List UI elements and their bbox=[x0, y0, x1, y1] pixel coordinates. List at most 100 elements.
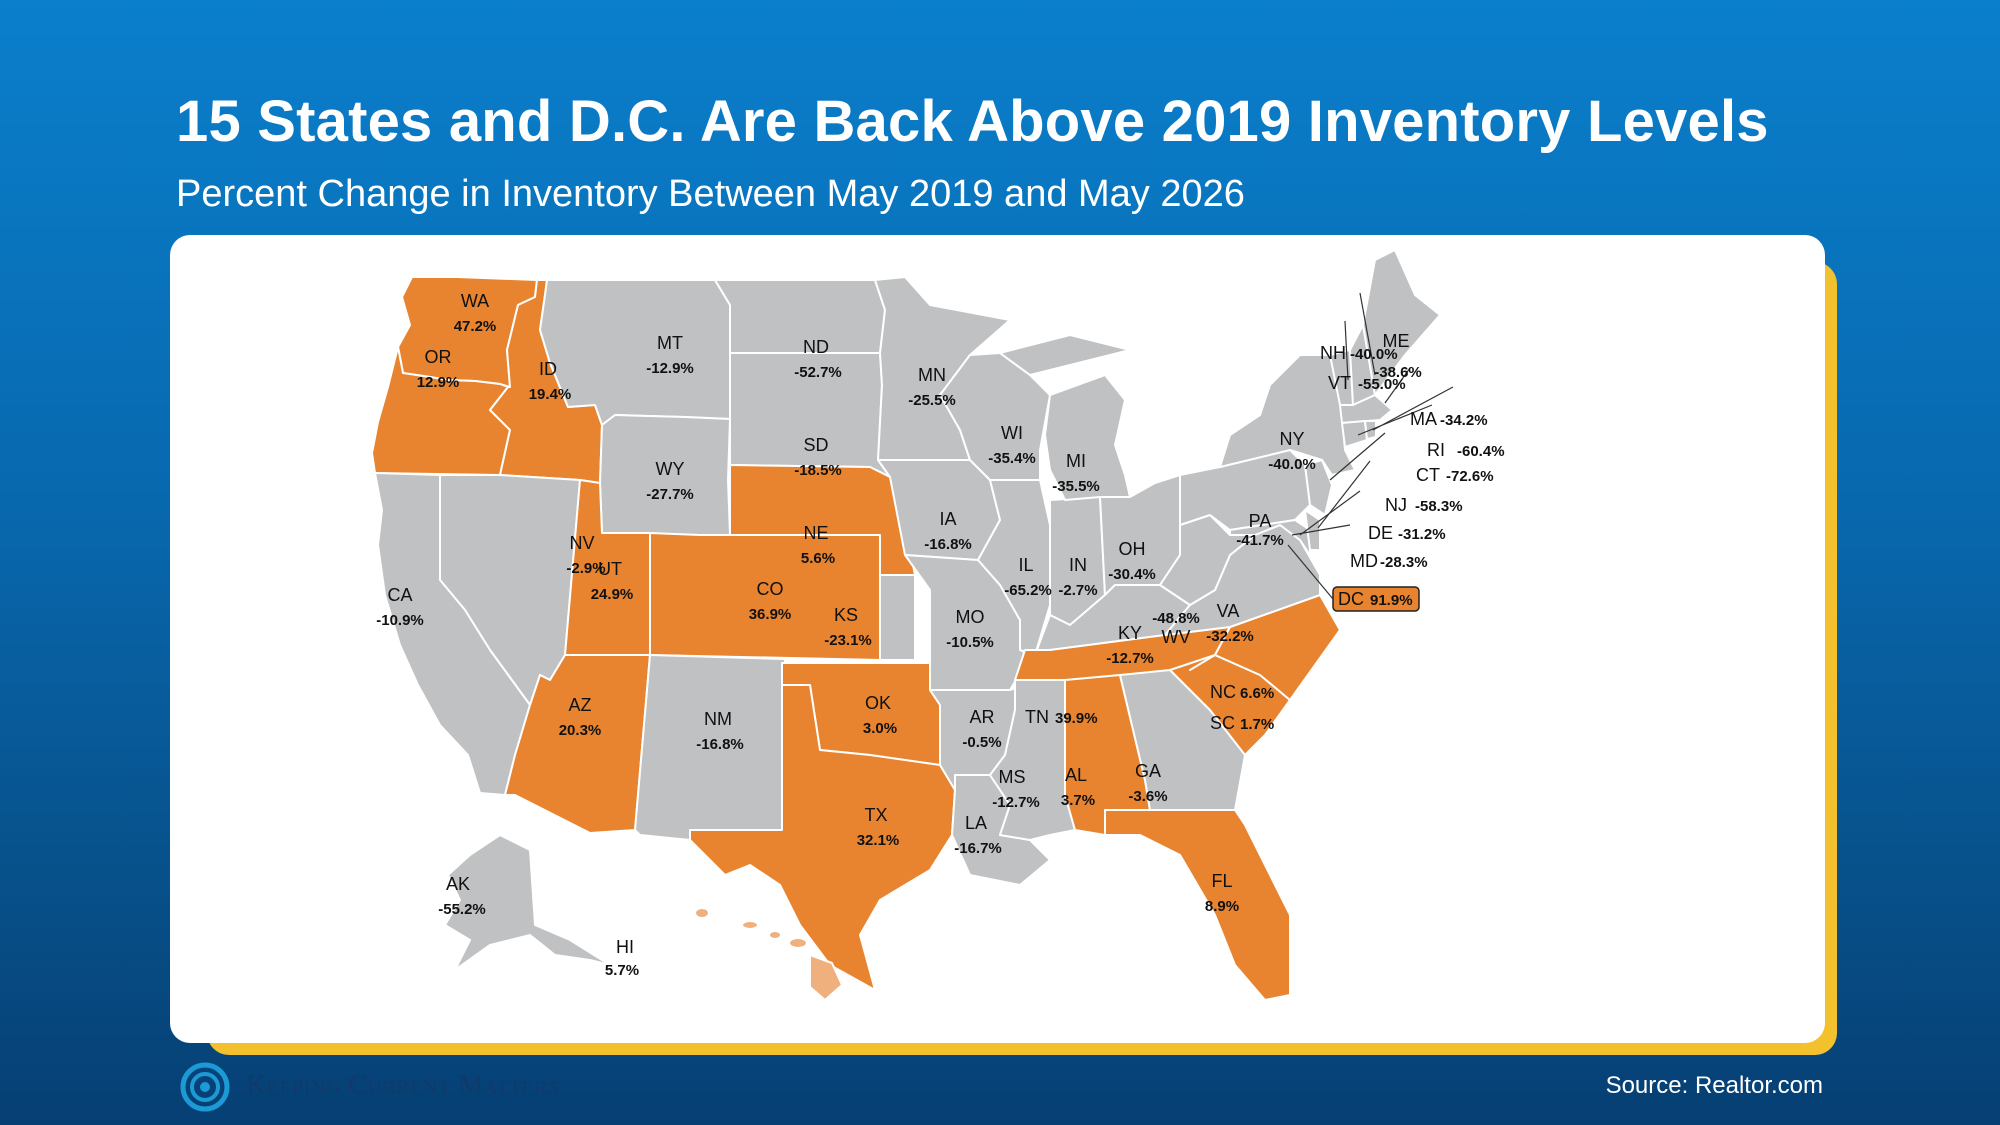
state-label-va: VA bbox=[1217, 601, 1240, 621]
state-value-oh: -30.4% bbox=[1108, 566, 1156, 583]
page-subtitle: Percent Change in Inventory Between May … bbox=[176, 173, 1245, 215]
state-label-tn: TN bbox=[1025, 707, 1049, 727]
state-value-mi: -35.5% bbox=[1052, 478, 1100, 495]
state-label-mt: MT bbox=[657, 333, 683, 353]
state-value-ny: -40.0% bbox=[1268, 456, 1316, 473]
state-label-ut: UT bbox=[598, 559, 622, 579]
state-ct bbox=[1341, 420, 1368, 448]
state-il bbox=[977, 479, 1051, 656]
state-label-ri: RI bbox=[1427, 440, 1445, 460]
state-value-tx: 32.1% bbox=[857, 832, 900, 849]
logo-wordmark: Keeping Current Matters bbox=[246, 1070, 560, 1101]
state-label-sd: SD bbox=[803, 435, 828, 455]
state-label-ct: CT bbox=[1416, 465, 1440, 485]
state-value-nj: -58.3% bbox=[1415, 498, 1463, 515]
state-label-wv: WV bbox=[1162, 627, 1191, 647]
state-fl bbox=[1104, 809, 1291, 1001]
state-label-me: ME bbox=[1383, 331, 1410, 351]
state-label-pa: PA bbox=[1249, 511, 1272, 531]
state-md bbox=[1229, 519, 1311, 556]
kcm-logo: Keeping Current Matters bbox=[178, 1062, 598, 1112]
state-label-wy: WY bbox=[656, 459, 685, 479]
state-label-nv: NV bbox=[569, 533, 594, 553]
state-label-oh: OH bbox=[1119, 539, 1146, 559]
state-value-ga: -3.6% bbox=[1128, 788, 1167, 805]
state-value-al: 3.7% bbox=[1061, 792, 1095, 809]
state-value-il: -65.2% bbox=[1004, 582, 1052, 599]
state-value-nm: -16.8% bbox=[696, 736, 744, 753]
state-value-wy: -27.7% bbox=[646, 486, 694, 503]
state-label-wi: WI bbox=[1001, 423, 1023, 443]
state-value-fl: 8.9% bbox=[1205, 898, 1239, 915]
state-label-mi: MI bbox=[1066, 451, 1086, 471]
state-value-ok: 3.0% bbox=[863, 720, 897, 737]
state-label-ny: NY bbox=[1279, 429, 1304, 449]
state-label-mn: MN bbox=[918, 365, 946, 385]
state-label-al: AL bbox=[1065, 765, 1087, 785]
state-label-vt: VT bbox=[1328, 373, 1351, 393]
state-tx bbox=[689, 684, 956, 991]
state-label-hi: HI bbox=[616, 937, 634, 957]
state-label-la: LA bbox=[965, 813, 987, 833]
state-value-mo: -10.5% bbox=[946, 634, 994, 651]
state-nd bbox=[714, 279, 886, 354]
state-label-ms: MS bbox=[999, 767, 1026, 787]
state-value-mn: -25.5% bbox=[908, 392, 956, 409]
state-me bbox=[1362, 249, 1441, 396]
state-value-nv: -2.9% bbox=[566, 560, 605, 577]
state-label-az: AZ bbox=[568, 695, 591, 715]
state-hi bbox=[694, 907, 843, 1001]
state-label-nh: NH bbox=[1320, 343, 1346, 363]
state-value-ut: 24.9% bbox=[591, 586, 634, 603]
state-value-dc: 91.9% bbox=[1370, 592, 1413, 609]
state-shapes bbox=[371, 249, 1441, 1001]
state-label-md: MD bbox=[1350, 551, 1378, 571]
state-value-ri: -60.4% bbox=[1457, 443, 1505, 460]
state-label-mo: MO bbox=[956, 607, 985, 627]
state-value-vt: -55.0% bbox=[1358, 376, 1406, 393]
state-label-fl: FL bbox=[1211, 871, 1232, 891]
state-wi bbox=[939, 352, 1051, 481]
state-label-nc: NC bbox=[1210, 682, 1236, 702]
state-label-il: IL bbox=[1018, 555, 1033, 575]
state-value-md: -28.3% bbox=[1380, 554, 1428, 571]
state-value-va: -32.2% bbox=[1206, 628, 1254, 645]
page-title: 15 States and D.C. Are Back Above 2019 I… bbox=[176, 89, 1769, 154]
state-value-in: -2.7% bbox=[1058, 582, 1097, 599]
leader-lines bbox=[1291, 292, 1454, 536]
state-nc bbox=[1189, 594, 1341, 701]
state-value-ar: -0.5% bbox=[962, 734, 1001, 751]
state-label-ak: AK bbox=[446, 874, 470, 894]
state-label-de: DE bbox=[1368, 523, 1393, 543]
dc-leader-line bbox=[1287, 544, 1334, 600]
state-value-sd: -18.5% bbox=[794, 462, 842, 479]
state-label-ga: GA bbox=[1135, 761, 1161, 781]
state-value-ca: -10.9% bbox=[376, 612, 424, 629]
state-value-wv: -48.8% bbox=[1152, 610, 1200, 627]
state-nj bbox=[1304, 459, 1333, 516]
state-value-ms: -12.7% bbox=[992, 794, 1040, 811]
state-label-ar: AR bbox=[969, 707, 994, 727]
swirl-logo-icon bbox=[180, 1062, 230, 1112]
state-value-ne: 5.6% bbox=[801, 550, 835, 567]
state-mi-up bbox=[999, 334, 1131, 376]
state-value-me: -38.6% bbox=[1374, 364, 1422, 381]
state-label-nd: ND bbox=[803, 337, 829, 357]
state-value-wa: 47.2% bbox=[454, 318, 497, 335]
state-value-az: 20.3% bbox=[559, 722, 602, 739]
state-label-tx: TX bbox=[864, 805, 887, 825]
state-mt bbox=[539, 279, 731, 426]
state-value-tn: 39.9% bbox=[1055, 710, 1098, 727]
state-label-ok: OK bbox=[865, 693, 891, 713]
state-value-sc: 1.7% bbox=[1240, 716, 1274, 733]
state-value-ma: -34.2% bbox=[1440, 412, 1488, 429]
state-label-ia: IA bbox=[939, 509, 956, 529]
state-value-ia: -16.8% bbox=[924, 536, 972, 553]
state-value-nh: -40.0% bbox=[1350, 346, 1398, 363]
state-value-nd: -52.7% bbox=[794, 364, 842, 381]
state-value-la: -16.7% bbox=[954, 840, 1002, 857]
state-label-ma: MA bbox=[1410, 409, 1437, 429]
state-label-or: OR bbox=[425, 347, 452, 367]
state-label-co: CO bbox=[757, 579, 784, 599]
state-label-ks: KS bbox=[834, 605, 858, 625]
